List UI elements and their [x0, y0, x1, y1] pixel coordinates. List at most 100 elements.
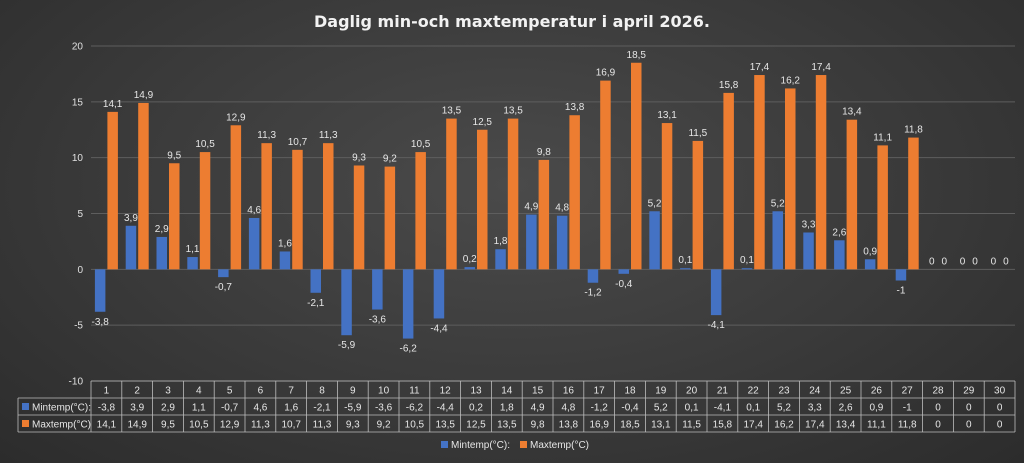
table-cell: 9,2: [377, 420, 391, 431]
data-label-min: -4,1: [708, 320, 726, 331]
data-label-max: 0: [941, 256, 947, 267]
data-label-min: 1,6: [278, 238, 292, 249]
table-header-cell: 3: [165, 386, 171, 397]
table-cell: 11,8: [898, 420, 917, 431]
data-label-max: 13,1: [657, 110, 677, 121]
bar-max-temp: [631, 62, 642, 270]
table-cell: 9,3: [346, 420, 360, 431]
table-cell: 13,5: [497, 420, 517, 431]
table-cell: 11,5: [682, 420, 701, 431]
table-cell: 18,5: [620, 420, 640, 431]
table-header-cell: 12: [440, 386, 452, 397]
table-header-cell: 26: [871, 386, 883, 397]
data-label-min: -5,9: [338, 340, 356, 351]
legend-key: [441, 441, 448, 448]
y-tick-label: -5: [74, 321, 83, 332]
table-cell: 4,9: [531, 403, 545, 414]
table-cell: 5,2: [654, 403, 668, 414]
table-row-label: Mintemp(°C):: [32, 403, 91, 414]
bar-max-temp: [292, 149, 303, 270]
bar-min-temp: [803, 232, 814, 270]
table-header-cell: 8: [319, 386, 325, 397]
table-header-cell: 23: [778, 386, 790, 397]
data-label-min: -3,6: [369, 315, 387, 326]
table-cell: 15,8: [713, 420, 733, 431]
table-header-cell: 10: [378, 386, 390, 397]
table-cell: 0: [935, 403, 941, 414]
table-legend-key: [22, 420, 29, 427]
data-label-min: 4,8: [555, 203, 569, 214]
bar-max-temp: [600, 80, 611, 270]
data-label-min: -3,8: [92, 317, 110, 328]
legend: Mintemp(°C): Maxtemp(°C): [441, 440, 589, 451]
table-cell: 11,1: [867, 420, 886, 431]
bar-min-temp: [187, 257, 198, 270]
data-label-min: -0,4: [615, 279, 633, 290]
table-cell: 14,1: [97, 420, 117, 431]
table-legend-key: [22, 403, 29, 410]
data-label-max: 13,5: [442, 106, 462, 117]
table-header-cell: 29: [963, 386, 975, 397]
bar-min-temp: [680, 268, 691, 270]
table-cell: 4,8: [561, 403, 575, 414]
data-label-max: 9,2: [383, 154, 397, 165]
table-cell: 10,7: [281, 420, 301, 431]
chart-title: Daglig min-och maxtemperatur i april 202…: [314, 12, 710, 31]
bar-max-temp: [169, 163, 180, 270]
bar-max-temp: [754, 75, 765, 270]
table-header-cell: 1: [104, 386, 110, 397]
table-cell: 13,1: [651, 420, 671, 431]
bar-min-temp: [94, 269, 106, 312]
table-cell: 5,2: [777, 403, 791, 414]
bar-min-temp: [864, 259, 876, 270]
table-header-cell: 28: [932, 386, 944, 397]
bar-max-temp: [323, 143, 334, 270]
table-cell: -1: [903, 403, 912, 414]
data-label-max: 14,9: [134, 90, 154, 101]
bar-min-temp: [248, 217, 260, 270]
table-cell: 1,6: [284, 403, 298, 414]
table-cell: 0: [966, 403, 972, 414]
bar-min-temp: [495, 249, 506, 270]
table-cell: 2,6: [839, 403, 853, 414]
bar-min-temp: [895, 269, 907, 281]
bar-min-temp: [834, 240, 845, 270]
table-cell: 1,8: [500, 403, 514, 414]
data-label-min: 5,2: [648, 198, 662, 209]
bar-min-temp: [310, 269, 321, 293]
bar-max-temp: [661, 123, 673, 270]
data-label-max: 16,9: [596, 68, 616, 79]
bar-max-temp: [384, 166, 396, 270]
data-label-min: 2,6: [832, 227, 846, 238]
table-cell: 11,3: [313, 420, 332, 431]
bars: [94, 62, 919, 339]
table-cell: 2,9: [161, 403, 175, 414]
bar-max-temp: [507, 118, 519, 270]
table-cell: -3,8: [98, 403, 116, 414]
data-label-max: 9,8: [537, 147, 551, 158]
table-cell: -4,4: [437, 403, 455, 414]
table-cell: 13,5: [435, 420, 455, 431]
bar-min-temp: [125, 225, 137, 270]
data-table: 1 2 3 4 5 6 7 8 9 10 11 12 13 14 15 16 17 18 19 20 21 22 23 24 2…: [17, 380, 1016, 433]
data-label-max: 11,8: [904, 125, 923, 136]
bar-max-temp: [723, 92, 734, 270]
table-cell: 12,5: [466, 420, 486, 431]
bar-max-temp: [261, 143, 272, 270]
data-label-min: 1,8: [494, 236, 508, 247]
bar-max-temp: [877, 145, 888, 270]
y-tick-label: 0: [77, 265, 83, 276]
table-header-cell: 25: [840, 386, 852, 397]
table-cell: 0: [966, 420, 972, 431]
y-tick-label: 20: [72, 42, 84, 53]
bar-max-temp: [138, 102, 149, 270]
bar-max-temp: [908, 137, 919, 270]
data-label-max: 10,5: [195, 139, 215, 150]
table-cell: 0,9: [869, 403, 883, 414]
bar-max-temp: [846, 119, 858, 270]
table-cell: 12,9: [220, 420, 240, 431]
table-header-cell: 16: [563, 386, 575, 397]
bar-max-temp: [353, 165, 365, 270]
y-axis: -10 -5 0 5 10 15 20: [69, 42, 84, 388]
